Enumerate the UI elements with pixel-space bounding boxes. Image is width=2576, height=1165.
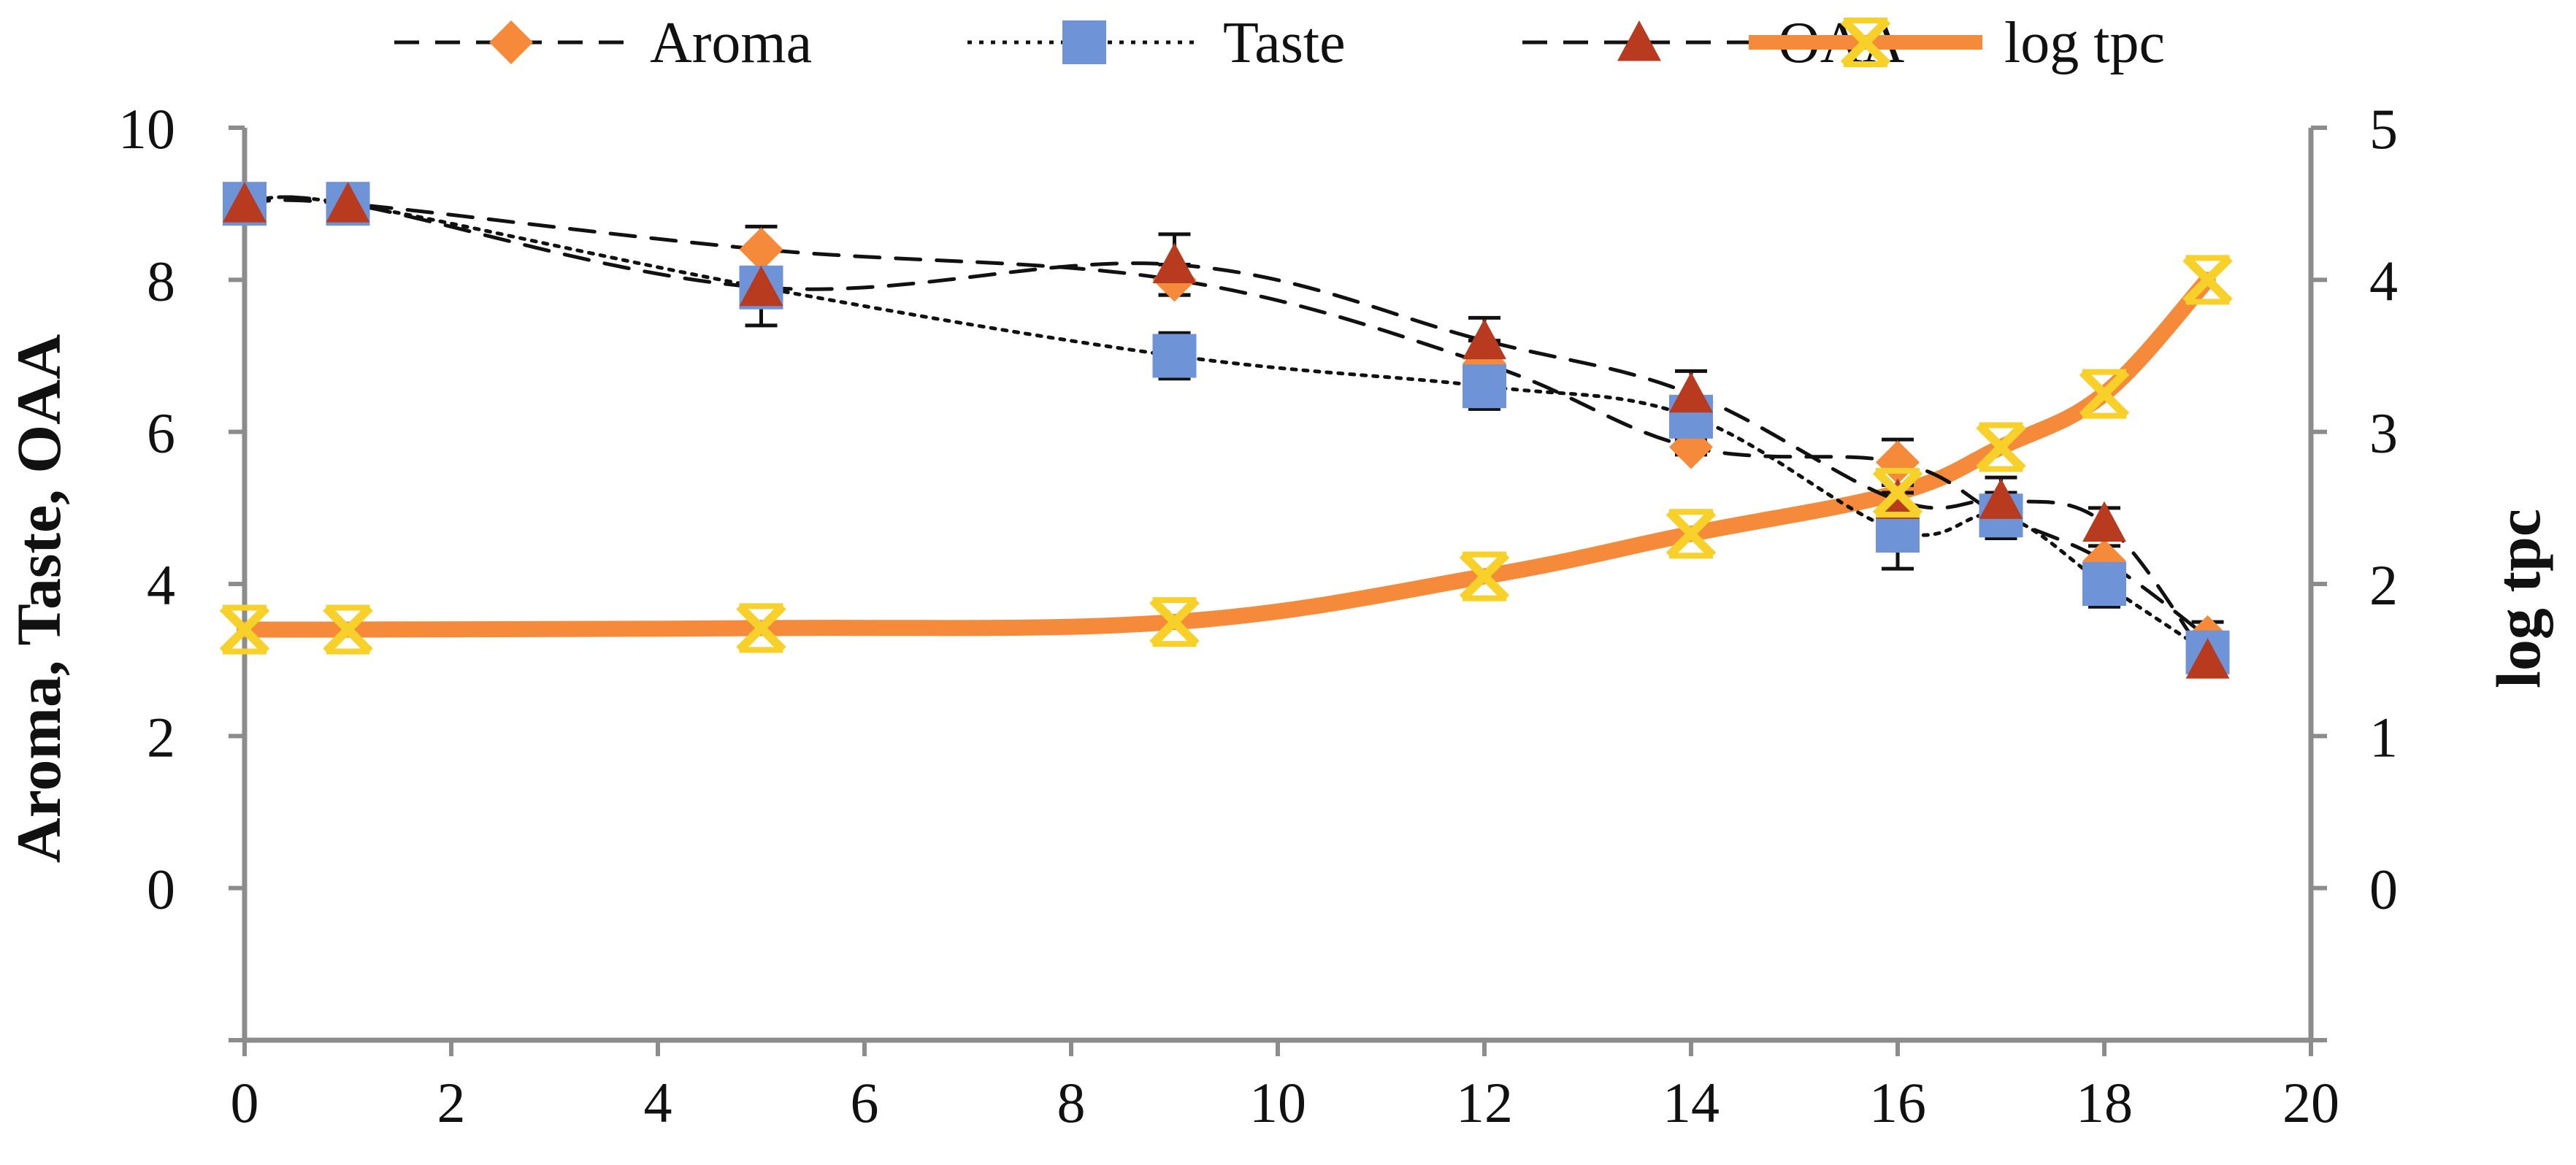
y2-tick-label: 3 [2369, 401, 2398, 465]
data-point-log-tpc-stroke-b [219, 604, 270, 655]
data-point-oaa [2082, 501, 2126, 542]
series-layer [219, 182, 2233, 679]
data-point-oaa [739, 265, 783, 307]
data-point-oaa [1152, 242, 1197, 283]
y-tick-label: 6 [147, 401, 175, 465]
data-point-log-tpc [1149, 596, 1200, 647]
data-point-oaa [1463, 318, 1506, 360]
legend-marker-aroma [489, 20, 533, 64]
data-point-log-tpc [1976, 422, 2026, 472]
legend-label-aroma: Aroma [650, 11, 812, 75]
data-point-taste [2082, 562, 2126, 606]
legend: AromaTasteOAAlog tpc [394, 11, 2165, 75]
x-tick-label: 14 [1663, 1071, 1720, 1134]
legend-label-taste: Taste [1223, 11, 1346, 75]
data-point-log-tpc [1872, 467, 1923, 518]
data-point-log-tpc-stroke-b [1665, 509, 1717, 559]
data-point-log-tpc-stroke-b [736, 603, 786, 653]
x-tick-label: 4 [644, 1071, 672, 1134]
series-line-oaa [242, 195, 2209, 662]
data-point-log-tpc [323, 604, 373, 655]
x-tick-label: 10 [1249, 1071, 1306, 1134]
data-point-log-tpc [1665, 509, 1717, 559]
series-line-log-tpc [237, 272, 2216, 638]
legend-marker-log-tpc-stroke-b [1840, 17, 1891, 68]
data-point-log-tpc [736, 603, 786, 653]
y2-tick-label: 0 [2369, 858, 2398, 921]
data-point-oaa [223, 182, 267, 223]
y-tick-label: 0 [147, 858, 175, 921]
data-point-aroma [739, 227, 783, 272]
data-point-log-tpc [1459, 551, 1510, 601]
data-point-taste [1152, 334, 1197, 378]
x-tick-label: 0 [231, 1071, 259, 1134]
data-point-log-tpc-stroke-b [1149, 596, 1200, 647]
y2-tick-label: 1 [2369, 705, 2398, 769]
data-point-log-tpc [2182, 255, 2233, 305]
x-tick-label: 20 [2282, 1071, 2339, 1134]
data-point-log-tpc-stroke-b [1976, 422, 2026, 472]
y-tick-label: 4 [147, 553, 175, 617]
data-point-log-tpc-stroke-b [1459, 551, 1510, 601]
y-tick-label: 2 [147, 705, 175, 769]
x-tick-label: 8 [1057, 1071, 1086, 1134]
legend-label-log-tpc: log tpc [2004, 11, 2165, 75]
y2-tick-label: 2 [2369, 553, 2398, 617]
series-line-aroma [242, 198, 2209, 639]
data-point-oaa [326, 182, 370, 223]
y-axis-title-group: Aroma, Taste, OAA [4, 334, 74, 864]
y2-axis-title: log tpc [2483, 509, 2553, 688]
legend-marker-taste [1062, 20, 1106, 64]
y-tick-label: 10 [118, 97, 175, 161]
x-tick-label: 18 [2076, 1071, 2133, 1134]
x-tick-label: 12 [1456, 1071, 1513, 1134]
y2-tick-label: 4 [2369, 249, 2398, 312]
data-point-log-tpc-stroke-b [2182, 255, 2233, 305]
y-tick-label: 8 [147, 249, 175, 312]
data-point-oaa [1979, 478, 2023, 519]
data-point-log-tpc [219, 604, 270, 655]
legend-marker-log-tpc [1840, 17, 1891, 68]
legend-marker-oaa [1617, 20, 1661, 61]
data-point-oaa [2185, 638, 2230, 679]
series-line-taste [242, 195, 2209, 655]
data-point-log-tpc [2079, 369, 2130, 419]
y2-axis-title-group: log tpc [2483, 509, 2553, 688]
data-point-taste [1463, 364, 1506, 409]
data-point-log-tpc-stroke-b [323, 604, 373, 655]
data-point-log-tpc-stroke-b [2079, 369, 2130, 419]
data-point-log-tpc-stroke-b [1872, 467, 1923, 518]
x-tick-label: 6 [851, 1071, 879, 1134]
data-point-oaa [1669, 372, 1713, 413]
y-axis-title: Aroma, Taste, OAA [4, 334, 74, 864]
x-tick-label: 16 [1869, 1071, 1926, 1134]
y2-tick-label: 5 [2369, 97, 2398, 161]
x-tick-label: 2 [437, 1071, 466, 1134]
